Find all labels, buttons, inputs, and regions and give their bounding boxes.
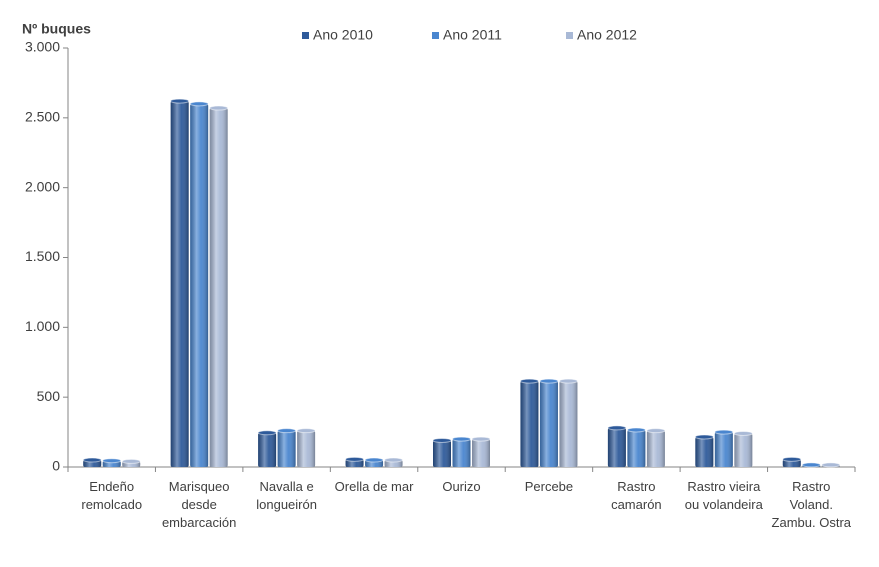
y-axis-title: Nº buques bbox=[22, 21, 91, 37]
x-tick-label: Navalla e longueirón bbox=[256, 479, 317, 512]
y-tick-label: 2.000 bbox=[25, 178, 60, 194]
legend-label: Ano 2012 bbox=[577, 27, 637, 43]
bar-cap bbox=[257, 430, 277, 436]
x-tick-label: Ourizo bbox=[442, 479, 481, 494]
x-tick-label: Rastro camarón bbox=[611, 479, 662, 512]
bar-shade bbox=[695, 436, 714, 467]
bar-shade bbox=[277, 430, 296, 467]
bar-shade bbox=[433, 440, 451, 467]
bar-shade bbox=[170, 101, 189, 467]
bar-cap bbox=[607, 425, 627, 431]
bar-cap bbox=[714, 429, 734, 435]
bar-cap bbox=[626, 427, 646, 433]
bar-cap bbox=[189, 101, 209, 107]
bar-shade bbox=[539, 381, 558, 467]
y-tick-label: 1.500 bbox=[25, 248, 60, 264]
bar-cap bbox=[102, 458, 122, 464]
legend-swatch bbox=[566, 32, 573, 39]
bar-shade bbox=[472, 439, 490, 467]
bar-shade bbox=[646, 430, 665, 467]
bar-cap bbox=[170, 98, 190, 104]
bar-shade bbox=[297, 430, 316, 467]
bar-shade bbox=[190, 103, 209, 467]
y-tick-label: 0 bbox=[52, 458, 60, 474]
bar-cap bbox=[345, 456, 365, 462]
bar-cap bbox=[801, 462, 821, 468]
bar-cap bbox=[519, 378, 539, 384]
legend-label: Ano 2010 bbox=[313, 27, 373, 43]
legend-label: Ano 2011 bbox=[443, 27, 502, 43]
bar-cap bbox=[539, 378, 559, 384]
bar-shade bbox=[209, 108, 228, 467]
bar-shade bbox=[734, 433, 753, 467]
bar-cap bbox=[364, 457, 384, 463]
bar-cap bbox=[121, 458, 141, 464]
bar-cap bbox=[82, 457, 102, 463]
bar-shade bbox=[607, 427, 626, 467]
bar-shade bbox=[452, 439, 471, 467]
bar-cap bbox=[821, 462, 841, 468]
x-tick-label: Rastro Voland. Zambu. Ostra bbox=[771, 479, 851, 530]
bar-cap bbox=[694, 434, 714, 440]
bar-cap bbox=[432, 437, 452, 443]
y-tick-label: 3.000 bbox=[25, 39, 60, 55]
bar-shade bbox=[627, 429, 646, 467]
bar-cap bbox=[558, 378, 578, 384]
bar-cap bbox=[646, 428, 666, 434]
y-tick-label: 1.000 bbox=[25, 318, 60, 334]
bar-cap bbox=[209, 105, 229, 111]
legend-swatch bbox=[302, 32, 309, 39]
x-tick-label: Rastro vieira ou volandeira bbox=[684, 479, 763, 512]
bar-cap bbox=[277, 428, 297, 434]
x-tick-label: Orella de mar bbox=[334, 479, 414, 494]
bar-shade bbox=[520, 381, 539, 467]
bar-shade bbox=[714, 432, 733, 467]
bar-cap bbox=[471, 436, 491, 442]
bar-shade bbox=[559, 381, 578, 467]
legend-swatch bbox=[432, 32, 439, 39]
y-tick-label: 2.500 bbox=[25, 109, 60, 125]
bar-cap bbox=[384, 457, 404, 463]
bar-cap bbox=[782, 456, 802, 462]
bar-cap bbox=[733, 430, 753, 436]
y-tick-label: 500 bbox=[37, 388, 61, 404]
bar-cap bbox=[452, 436, 471, 442]
x-tick-label: Percebe bbox=[524, 479, 574, 494]
x-tick-label: Endeño remolcado bbox=[81, 479, 143, 512]
bar-cap bbox=[296, 428, 316, 434]
x-tick-label: Marisqueo desde embarcación bbox=[161, 479, 237, 530]
bar-shade bbox=[258, 432, 277, 467]
